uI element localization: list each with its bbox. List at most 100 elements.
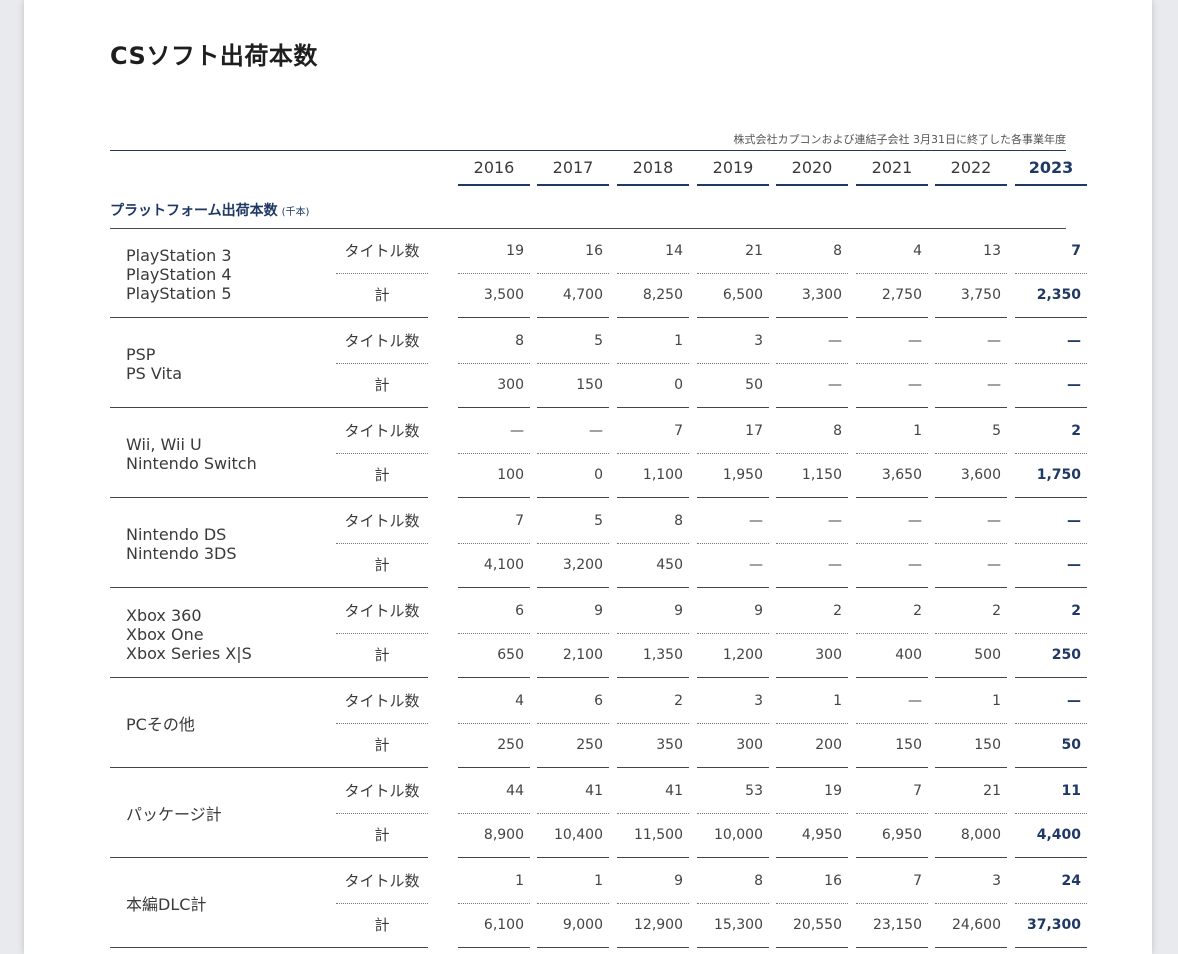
platform-group: Wii, Wii U Nintendo Switch タイトル数 — — 7 17 8 1 5 2 計… <box>110 409 1087 499</box>
platform-name: Nintendo DS <box>126 525 227 544</box>
row-divider <box>617 453 689 454</box>
titles-cell: — <box>1067 513 1081 529</box>
group-divider <box>537 947 609 948</box>
row-divider <box>935 903 1007 904</box>
row-divider <box>537 363 609 364</box>
row-divider <box>776 453 848 454</box>
total-cell: 50 <box>745 377 763 393</box>
group-divider <box>935 677 1007 678</box>
row-divider <box>537 453 609 454</box>
titles-cell: — <box>1067 333 1081 349</box>
row-divider <box>1015 633 1087 634</box>
row-label-titles: タイトル数 <box>344 332 420 350</box>
row-divider <box>458 273 530 274</box>
titles-cell: 2 <box>1071 603 1081 619</box>
group-divider <box>110 767 428 768</box>
row-label-titles: タイトル数 <box>344 872 420 890</box>
group-divider <box>935 767 1007 768</box>
row-divider <box>336 273 428 274</box>
total-cell: 350 <box>656 737 683 753</box>
titles-cell: 8 <box>833 243 842 259</box>
titles-cell: 17 <box>745 423 763 439</box>
titles-cell: — <box>987 513 1001 529</box>
platform-name: PS Vita <box>126 364 183 383</box>
row-divider <box>458 453 530 454</box>
titles-cell: 7 <box>913 783 922 799</box>
titles-cell: 1 <box>992 693 1001 709</box>
total-cell: 500 <box>974 647 1001 663</box>
group-divider <box>697 407 769 408</box>
total-cell: 4,950 <box>801 827 842 843</box>
group-divider <box>1015 407 1087 408</box>
platform-name: Nintendo 3DS <box>126 544 237 563</box>
group-divider <box>1015 317 1087 318</box>
row-label-titles: タイトル数 <box>344 422 420 440</box>
row-divider <box>776 723 848 724</box>
row-divider <box>856 723 928 724</box>
row-divider <box>537 813 609 814</box>
year-header: 2016 <box>458 151 530 186</box>
titles-cell: 5 <box>594 513 603 529</box>
row-divider <box>856 363 928 364</box>
total-cell: 1,350 <box>642 647 683 663</box>
platform-names: Nintendo DS Nintendo 3DS <box>126 499 237 589</box>
total-cell: 6,950 <box>881 827 922 843</box>
total-cell: — <box>987 557 1001 573</box>
group-divider <box>110 857 428 858</box>
titles-cell: 7 <box>913 873 922 889</box>
group-divider <box>458 857 530 858</box>
platform-names: PCその他 <box>126 679 195 769</box>
platform-name: PSP <box>126 345 156 364</box>
platform-group: Nintendo DS Nintendo 3DS タイトル数 7 5 8 — — — — — 計 4,1… <box>110 499 1087 589</box>
row-divider <box>697 453 769 454</box>
total-cell: — <box>908 377 922 393</box>
total-cell: 10,400 <box>554 827 603 843</box>
total-cell: 6,500 <box>722 287 763 303</box>
row-divider <box>336 453 428 454</box>
titles-cell: 8 <box>674 513 683 529</box>
total-cell: 37,300 <box>1026 917 1081 933</box>
platform-name: PlayStation 4 <box>126 264 232 284</box>
row-divider <box>935 723 1007 724</box>
total-cell: 2,750 <box>881 287 922 303</box>
row-label-total: 計 <box>374 736 390 754</box>
total-cell: 3,650 <box>881 467 922 483</box>
row-divider <box>856 453 928 454</box>
row-divider <box>537 903 609 904</box>
total-cell: — <box>749 557 763 573</box>
total-cell: 100 <box>497 467 524 483</box>
platform-names: PlayStation 3 PlayStation 4 PlayStation 5 <box>126 229 232 319</box>
total-cell: — <box>1067 377 1081 393</box>
group-divider <box>110 317 428 318</box>
row-label-total: 計 <box>374 376 390 394</box>
titles-cell: 1 <box>674 333 683 349</box>
row-divider <box>537 723 609 724</box>
total-cell: — <box>828 557 842 573</box>
group-divider <box>537 587 609 588</box>
titles-cell: — <box>908 693 922 709</box>
titles-cell: 3 <box>992 873 1001 889</box>
group-divider <box>776 407 848 408</box>
platform-name: PlayStation 5 <box>126 283 232 303</box>
total-cell: 1,150 <box>801 467 842 483</box>
titles-cell: 24 <box>1061 873 1081 889</box>
row-label-total: 計 <box>374 466 390 484</box>
section-title: プラットフォーム出荷本数 (千本) <box>110 200 309 220</box>
row-divider <box>935 453 1007 454</box>
total-cell: 1,100 <box>642 467 683 483</box>
titles-cell: 7 <box>1071 243 1081 259</box>
group-divider <box>856 947 928 948</box>
titles-cell: 7 <box>515 513 524 529</box>
platform-group: PCその他 タイトル数 4 6 2 3 1 — 1 — 計 250 250 350 300 200 150 150… <box>110 679 1087 769</box>
group-divider <box>1015 677 1087 678</box>
total-cell: 2,100 <box>562 647 603 663</box>
titles-cell: 21 <box>745 243 763 259</box>
platform-group: PlayStation 3 PlayStation 4 PlayStation 5 タ… <box>110 229 1087 319</box>
row-divider <box>1015 813 1087 814</box>
titles-cell: 41 <box>665 783 683 799</box>
total-cell: — <box>1067 557 1081 573</box>
total-cell: 15,300 <box>714 917 763 933</box>
row-divider <box>1015 363 1087 364</box>
titles-cell: 41 <box>585 783 603 799</box>
group-divider <box>697 587 769 588</box>
